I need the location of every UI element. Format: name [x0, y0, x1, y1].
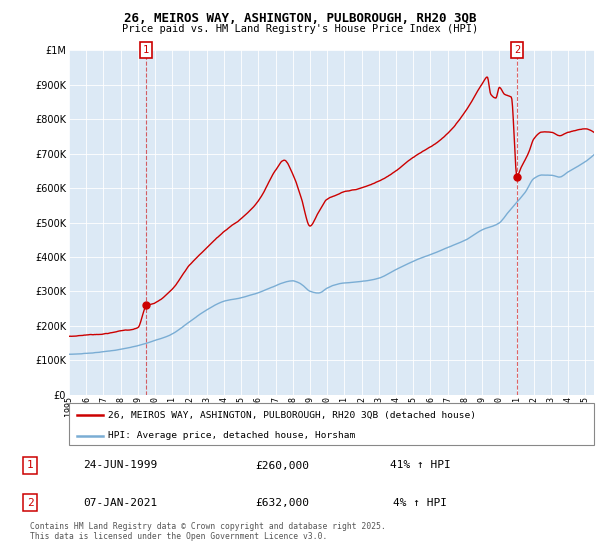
Text: 1: 1: [143, 45, 149, 55]
Text: £260,000: £260,000: [255, 460, 309, 470]
Text: 41% ↑ HPI: 41% ↑ HPI: [389, 460, 451, 470]
Text: 07-JAN-2021: 07-JAN-2021: [83, 498, 157, 507]
Text: 24-JUN-1999: 24-JUN-1999: [83, 460, 157, 470]
Text: 2: 2: [514, 45, 520, 55]
Text: 1: 1: [26, 460, 34, 470]
Text: Contains HM Land Registry data © Crown copyright and database right 2025.
This d: Contains HM Land Registry data © Crown c…: [30, 522, 386, 542]
Text: Price paid vs. HM Land Registry's House Price Index (HPI): Price paid vs. HM Land Registry's House …: [122, 24, 478, 34]
Text: 4% ↑ HPI: 4% ↑ HPI: [393, 498, 447, 507]
Text: HPI: Average price, detached house, Horsham: HPI: Average price, detached house, Hors…: [109, 431, 356, 441]
Text: 26, MEIROS WAY, ASHINGTON, PULBOROUGH, RH20 3QB (detached house): 26, MEIROS WAY, ASHINGTON, PULBOROUGH, R…: [109, 410, 476, 419]
FancyBboxPatch shape: [69, 403, 594, 445]
Text: 26, MEIROS WAY, ASHINGTON, PULBOROUGH, RH20 3QB: 26, MEIROS WAY, ASHINGTON, PULBOROUGH, R…: [124, 12, 476, 25]
Text: 2: 2: [26, 498, 34, 507]
Text: £632,000: £632,000: [255, 498, 309, 507]
